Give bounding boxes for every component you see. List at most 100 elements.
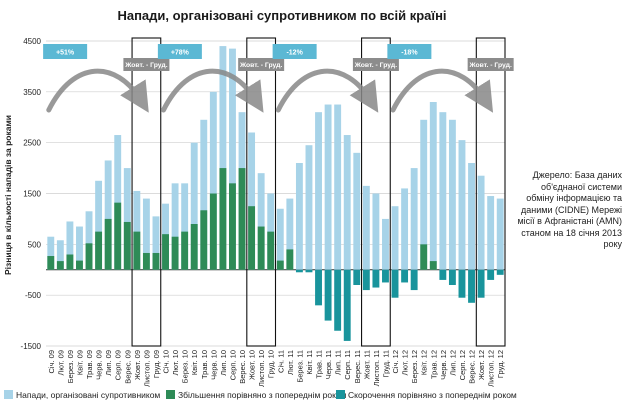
- bar-total: [315, 112, 322, 270]
- trend-arrow: [275, 68, 379, 113]
- bar-decrease: [448, 269, 456, 285]
- y-tick-label: 2500: [23, 139, 41, 148]
- bar-decrease: [353, 269, 361, 285]
- bar-increase: [142, 252, 150, 270]
- x-tick-label: Берез. 09: [66, 350, 75, 383]
- bar-increase: [238, 168, 246, 270]
- x-tick-label: Лип. 12: [448, 350, 457, 376]
- x-tick-label: Лип. 11: [334, 350, 343, 375]
- bar-increase: [429, 261, 437, 270]
- x-tick-label: Лип. 10: [219, 350, 228, 376]
- x-tick-label: Січ. 09: [47, 350, 56, 374]
- growth-label: +51%: [56, 50, 75, 57]
- bar-increase: [171, 236, 179, 270]
- growth-label-box: [157, 44, 202, 59]
- x-tick-label: Серп. 09: [114, 350, 123, 380]
- bar-increase: [104, 218, 112, 270]
- bar-increase: [76, 260, 83, 270]
- period-label-box: [352, 58, 399, 71]
- bar-decrease: [305, 269, 313, 273]
- growth-label-box: [43, 44, 88, 59]
- x-tick-label: Січ. 10: [162, 350, 171, 374]
- bar-decrease: [439, 269, 447, 280]
- x-tick-label: Листоп. 12: [487, 350, 496, 387]
- x-tick-label: Трав. 11: [315, 350, 324, 378]
- chart-title: Напади, організовані супротивником по вс…: [117, 8, 447, 23]
- bars-layer: [47, 46, 504, 341]
- legend-item-decrease: Скорочення порівняно з попереднім роком: [336, 390, 517, 400]
- period-label: Жовт. - Груд.: [468, 62, 512, 69]
- x-tick-label: Верес. 10: [238, 350, 247, 384]
- bar-total: [324, 104, 332, 270]
- bar-increase: [47, 256, 55, 270]
- growth-label-box: [387, 44, 432, 59]
- y-tick-label: 4500: [23, 37, 41, 46]
- x-tick-label: Лют. 09: [56, 350, 65, 376]
- x-tick-label: Лют. 10: [171, 350, 180, 376]
- bar-total: [133, 190, 141, 270]
- bar-total: [152, 216, 160, 270]
- y-tick-label: 500: [28, 240, 42, 249]
- legend-item-attacks: Напади, організовані супротивником: [4, 390, 160, 400]
- bar-increase: [248, 206, 256, 270]
- y-tick-label: 3500: [23, 88, 41, 97]
- bar-total: [66, 221, 74, 270]
- legend-label-attacks: Напади, організовані супротивником: [16, 390, 161, 400]
- x-tick-label: Трав. 12: [429, 350, 438, 379]
- x-tick-label: Лют. 11: [286, 350, 295, 375]
- bar-total: [286, 198, 294, 270]
- bar-decrease: [391, 269, 399, 298]
- bar-total: [123, 168, 131, 270]
- bar-total: [420, 119, 428, 270]
- period-label: Жовт. - Груд.: [354, 62, 398, 69]
- trend-arrow: [161, 68, 264, 113]
- x-tick-label: Серп. 12: [458, 350, 467, 380]
- x-tick-label: Січ. 12: [391, 350, 400, 374]
- period-outline: [246, 37, 277, 347]
- bar-decrease: [401, 269, 409, 283]
- bar-total: [343, 135, 351, 270]
- bar-total: [334, 104, 342, 270]
- bar-total: [56, 240, 64, 270]
- bar-increase: [123, 221, 131, 270]
- bar-total: [190, 142, 198, 270]
- bar-increase: [229, 183, 236, 270]
- x-tick-label: Квіт. 12: [420, 350, 429, 375]
- period-label-box: [238, 58, 285, 71]
- bar-increase: [267, 231, 275, 270]
- legend-swatch-increase: [166, 390, 175, 399]
- y-tick-labels: -1500 -500 500 1500 2500 3500 4500: [21, 37, 42, 351]
- bar-increase: [95, 231, 103, 270]
- period-label: Жовт. - Груд.: [124, 62, 168, 69]
- x-tick-label: Груд. 12: [496, 350, 505, 378]
- x-tick-label: Серп. 10: [228, 350, 237, 380]
- bar-total: [209, 91, 217, 270]
- bar-total: [382, 218, 389, 270]
- bar-increase: [66, 254, 74, 270]
- bar-decrease: [468, 269, 475, 303]
- bar-increase: [190, 224, 198, 270]
- x-tick-label: Трав. 10: [200, 350, 209, 379]
- bar-increase: [286, 249, 294, 270]
- x-tick-label: Лип. 09: [104, 350, 113, 376]
- bar-total: [257, 173, 265, 270]
- bar-total: [448, 119, 456, 270]
- bar-total: [295, 163, 303, 270]
- bar-total: [114, 135, 122, 270]
- bar-total: [496, 198, 504, 270]
- bar-total: [487, 196, 495, 270]
- x-tick-label: Листоп. 09: [142, 350, 151, 387]
- bar-increase: [420, 244, 428, 270]
- bar-total: [76, 226, 83, 270]
- bar-total: [248, 132, 256, 270]
- bar-total: [181, 183, 189, 270]
- x-tick-label: Черв. 10: [209, 350, 218, 380]
- period-outline: [361, 37, 391, 347]
- bar-total: [104, 160, 112, 270]
- x-tick-label: Черв. 12: [439, 350, 448, 380]
- x-tick-label: Листоп. 11: [372, 350, 381, 386]
- y-tick-label: -500: [25, 291, 42, 300]
- bar-decrease: [315, 269, 322, 306]
- x-tick-label: Жовт. 11: [362, 350, 371, 379]
